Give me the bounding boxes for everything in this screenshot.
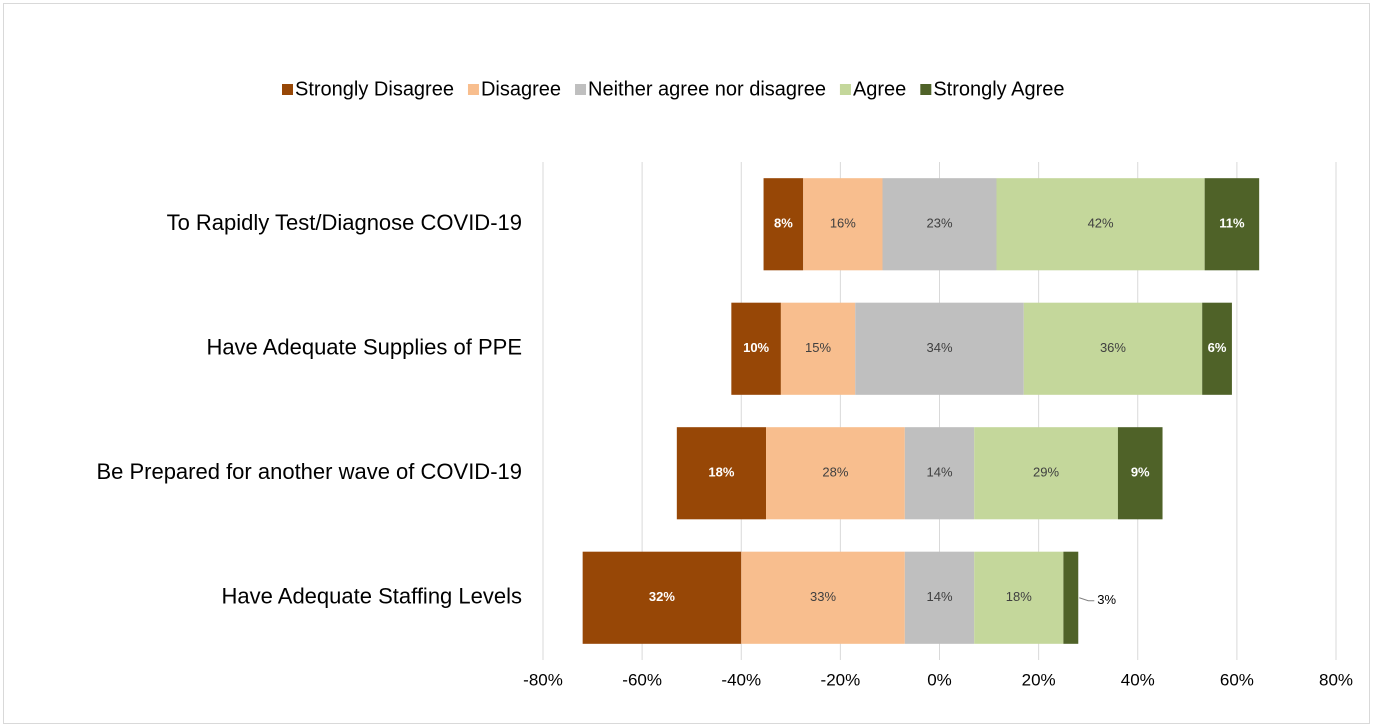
data-label: 42% bbox=[1088, 216, 1114, 231]
legend-label: Neither agree nor disagree bbox=[588, 78, 826, 100]
legend-label: Disagree bbox=[481, 78, 561, 100]
bar-segment bbox=[1204, 178, 1260, 271]
y-tick-label: To Rapidly Test/Diagnose COVID-19 bbox=[167, 210, 522, 235]
bar-segment bbox=[974, 427, 1118, 520]
bar-segment bbox=[1202, 302, 1232, 395]
x-tick-label: 40% bbox=[1121, 670, 1155, 689]
data-label: 32% bbox=[649, 589, 675, 604]
x-tick-label: 20% bbox=[1022, 670, 1056, 689]
bar-segment bbox=[741, 551, 905, 644]
bar-segment bbox=[1023, 302, 1203, 395]
legend-label: Strongly Agree bbox=[933, 78, 1064, 100]
data-label: 18% bbox=[1006, 589, 1032, 604]
bar-segment bbox=[766, 427, 905, 520]
y-tick-label: Have Adequate Staffing Levels bbox=[222, 584, 522, 609]
bar-segment bbox=[676, 427, 767, 520]
legend-label: Strongly Disagree bbox=[295, 78, 454, 100]
data-label: 6% bbox=[1208, 340, 1227, 355]
x-tick-label: 0% bbox=[927, 670, 952, 689]
bar-segment bbox=[582, 551, 742, 644]
data-label: 10% bbox=[743, 340, 769, 355]
y-tick-label: Have Adequate Supplies of PPE bbox=[206, 335, 522, 360]
leader-line bbox=[1079, 597, 1095, 602]
x-tick-label: -20% bbox=[821, 670, 861, 689]
data-label: 14% bbox=[926, 589, 952, 604]
data-label: 16% bbox=[830, 216, 856, 231]
x-tick-label: -40% bbox=[721, 670, 761, 689]
legend-swatch bbox=[920, 84, 932, 95]
legend-label: Agree bbox=[853, 78, 906, 100]
data-label: 14% bbox=[926, 465, 952, 480]
x-tick-label: 80% bbox=[1319, 670, 1353, 689]
data-label: 18% bbox=[708, 465, 734, 480]
bar-segment bbox=[763, 178, 804, 271]
bar-segment bbox=[780, 302, 856, 395]
bar-segment bbox=[803, 178, 883, 271]
data-label: 11% bbox=[1219, 216, 1245, 231]
data-label: 34% bbox=[926, 340, 952, 355]
bar-segment bbox=[882, 178, 997, 271]
data-label: 3% bbox=[1097, 592, 1116, 607]
legend-swatch bbox=[282, 84, 293, 95]
legend-swatch bbox=[575, 84, 587, 95]
data-label: 23% bbox=[926, 216, 952, 231]
bar-segment bbox=[904, 551, 975, 644]
y-tick-label: Be Prepared for another wave of COVID-19 bbox=[96, 459, 522, 484]
bar-segment bbox=[904, 427, 975, 520]
bar-segment bbox=[731, 302, 781, 395]
bar-segment bbox=[974, 551, 1064, 644]
x-tick-label: -60% bbox=[622, 670, 662, 689]
data-label: 29% bbox=[1033, 465, 1059, 480]
bar-segment bbox=[1117, 427, 1163, 520]
data-label: 8% bbox=[774, 216, 793, 231]
data-label: 28% bbox=[822, 465, 848, 480]
bar-segment bbox=[855, 302, 1024, 395]
data-label: 15% bbox=[805, 340, 831, 355]
data-label: 33% bbox=[810, 589, 836, 604]
x-tick-label: 60% bbox=[1220, 670, 1254, 689]
data-label: 36% bbox=[1100, 340, 1126, 355]
legend-swatch bbox=[467, 84, 479, 95]
data-label: 9% bbox=[1131, 465, 1150, 480]
bar-segment bbox=[1063, 551, 1079, 644]
legend-swatch bbox=[839, 84, 851, 95]
x-tick-label: -80% bbox=[523, 670, 563, 689]
bar-segment bbox=[996, 178, 1205, 271]
